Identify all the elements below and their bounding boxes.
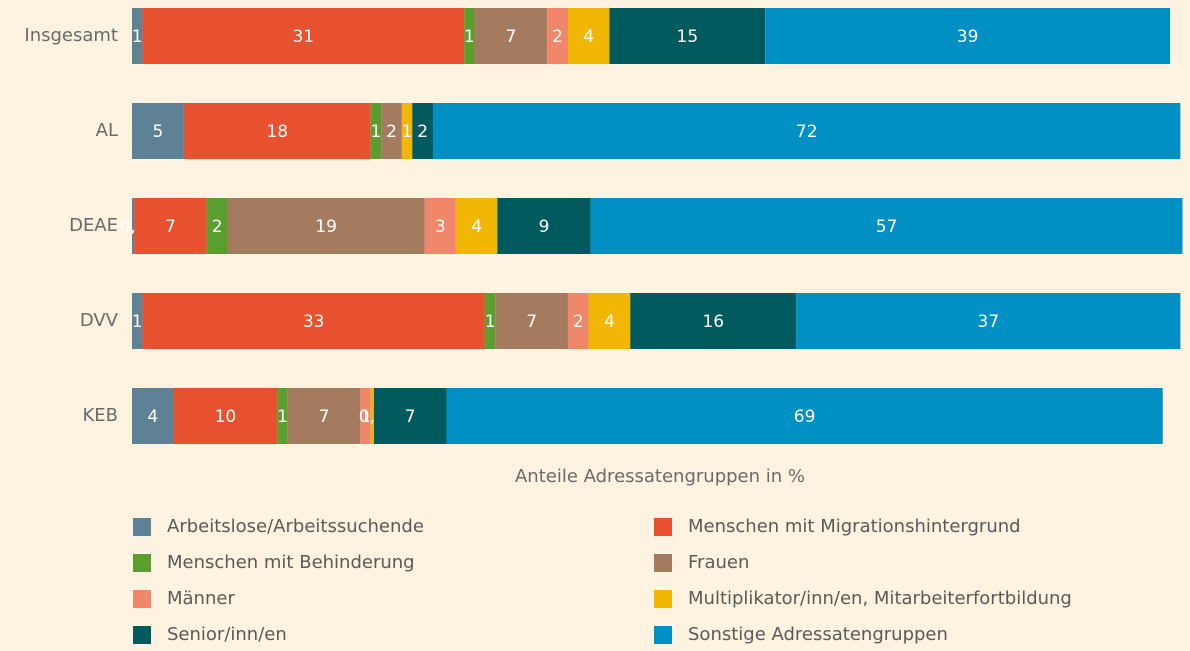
segment-label: 1 xyxy=(485,312,496,332)
segment-label: 2 xyxy=(212,217,223,237)
bar-segment xyxy=(401,103,413,159)
bar-segment xyxy=(360,388,371,444)
bar-segment xyxy=(132,103,184,159)
category-label: DVV xyxy=(80,310,119,331)
segment-label: 1 xyxy=(132,312,143,332)
bar-segment xyxy=(590,198,1183,254)
segment-label: 69 xyxy=(794,407,816,427)
bar-segment xyxy=(277,388,288,444)
legend-swatch xyxy=(133,554,151,572)
segment-label: 15 xyxy=(677,27,699,47)
category-label: DEAE xyxy=(69,215,118,236)
bar-segment xyxy=(412,103,434,159)
bar-segment xyxy=(567,293,589,349)
legend-swatch xyxy=(654,626,672,644)
segment-label: 3 xyxy=(435,217,446,237)
segment-label: 16 xyxy=(702,312,724,332)
bar-segment xyxy=(765,8,1170,64)
segment-label: 39 xyxy=(957,27,979,47)
legend-label: Multiplikator/inn/en, Mitarbeiterfortbil… xyxy=(688,588,1072,609)
bar-segment xyxy=(464,8,475,64)
segment-label: 4 xyxy=(583,27,594,47)
segment-label: 2 xyxy=(386,122,397,142)
segment-label: 31 xyxy=(292,27,314,47)
bar-segment xyxy=(796,293,1181,349)
bar-segment xyxy=(433,103,1181,159)
segment-label: 7 xyxy=(505,27,516,47)
category-label: AL xyxy=(96,120,118,141)
segment-label: 1 xyxy=(277,407,288,427)
bar-segment xyxy=(132,198,135,254)
segment-label: 72 xyxy=(796,122,818,142)
legend-label: Sonstige Adressatengruppen xyxy=(688,624,948,645)
bar-segment xyxy=(455,198,498,254)
bar-segment xyxy=(424,198,456,254)
segment-label: 7 xyxy=(526,312,537,332)
legend-label: Menschen mit Behinderung xyxy=(167,552,415,573)
legend-swatch xyxy=(654,554,672,572)
legend-swatch xyxy=(654,590,672,608)
segment-label: 1 xyxy=(402,122,413,142)
bar-segment xyxy=(370,103,382,159)
bar-segment xyxy=(484,293,496,349)
segment-label: 7 xyxy=(165,217,176,237)
segment-label: 1 xyxy=(360,407,371,427)
bar-segment xyxy=(630,293,797,349)
bar-segment xyxy=(206,198,228,254)
bar-segment xyxy=(381,103,402,159)
segment-label: 4 xyxy=(604,312,615,332)
segment-label: 2 xyxy=(417,122,428,142)
segment-label: 10 xyxy=(215,407,237,427)
legend-label: Senior/inn/en xyxy=(167,624,287,645)
legend-label: Menschen mit Migrationshintergrund xyxy=(688,516,1021,537)
x-axis-label: Anteile Adressatengruppen in % xyxy=(515,466,805,487)
bar-segment xyxy=(142,293,485,349)
bar-segment xyxy=(474,8,548,64)
bar-segment xyxy=(609,8,766,64)
bar-segment xyxy=(142,8,465,64)
segment-label: 2 xyxy=(573,312,584,332)
segment-label: 1 xyxy=(464,27,475,47)
segment-label: 33 xyxy=(303,312,325,332)
bar-segment xyxy=(132,293,143,349)
segment-label: 7 xyxy=(405,407,416,427)
legend-swatch xyxy=(133,626,151,644)
legend-swatch xyxy=(133,518,151,536)
bar-segment xyxy=(227,198,425,254)
bar-segment xyxy=(373,388,447,444)
bar-segment xyxy=(547,8,568,64)
bar-segment xyxy=(588,293,631,349)
segment-label: 5 xyxy=(153,122,164,142)
bar-segment xyxy=(173,388,278,444)
segment-label: 4 xyxy=(471,217,482,237)
segment-label: 37 xyxy=(978,312,1000,332)
segment-label: 4 xyxy=(147,407,158,427)
bar-segment xyxy=(134,198,207,254)
bar-segment xyxy=(495,293,568,349)
segment-label: 2 xyxy=(552,27,563,47)
segment-label: 1 xyxy=(132,27,143,47)
bar-segment xyxy=(132,388,174,444)
legend-label: Frauen xyxy=(688,552,749,573)
segment-label: 1 xyxy=(371,122,382,142)
segment-label: 9 xyxy=(539,217,550,237)
legend-label: Arbeitslose/Arbeitssuchende xyxy=(167,516,424,537)
bar-segment xyxy=(370,388,374,444)
legend-swatch xyxy=(133,590,151,608)
segment-label: 19 xyxy=(315,217,337,237)
category-label: Insgesamt xyxy=(24,25,118,46)
category-label: KEB xyxy=(82,405,118,426)
legend-swatch xyxy=(654,518,672,536)
segment-label: 57 xyxy=(876,217,898,237)
bar-segment xyxy=(497,198,591,254)
bar-segment xyxy=(446,388,1163,444)
bar-segment xyxy=(287,388,361,444)
segment-label: 18 xyxy=(266,122,288,142)
bar-segment xyxy=(132,8,143,64)
bar-segment xyxy=(567,8,610,64)
segment-label: 7 xyxy=(319,407,330,427)
legend-label: Männer xyxy=(167,588,235,609)
bar-segment xyxy=(183,103,371,159)
